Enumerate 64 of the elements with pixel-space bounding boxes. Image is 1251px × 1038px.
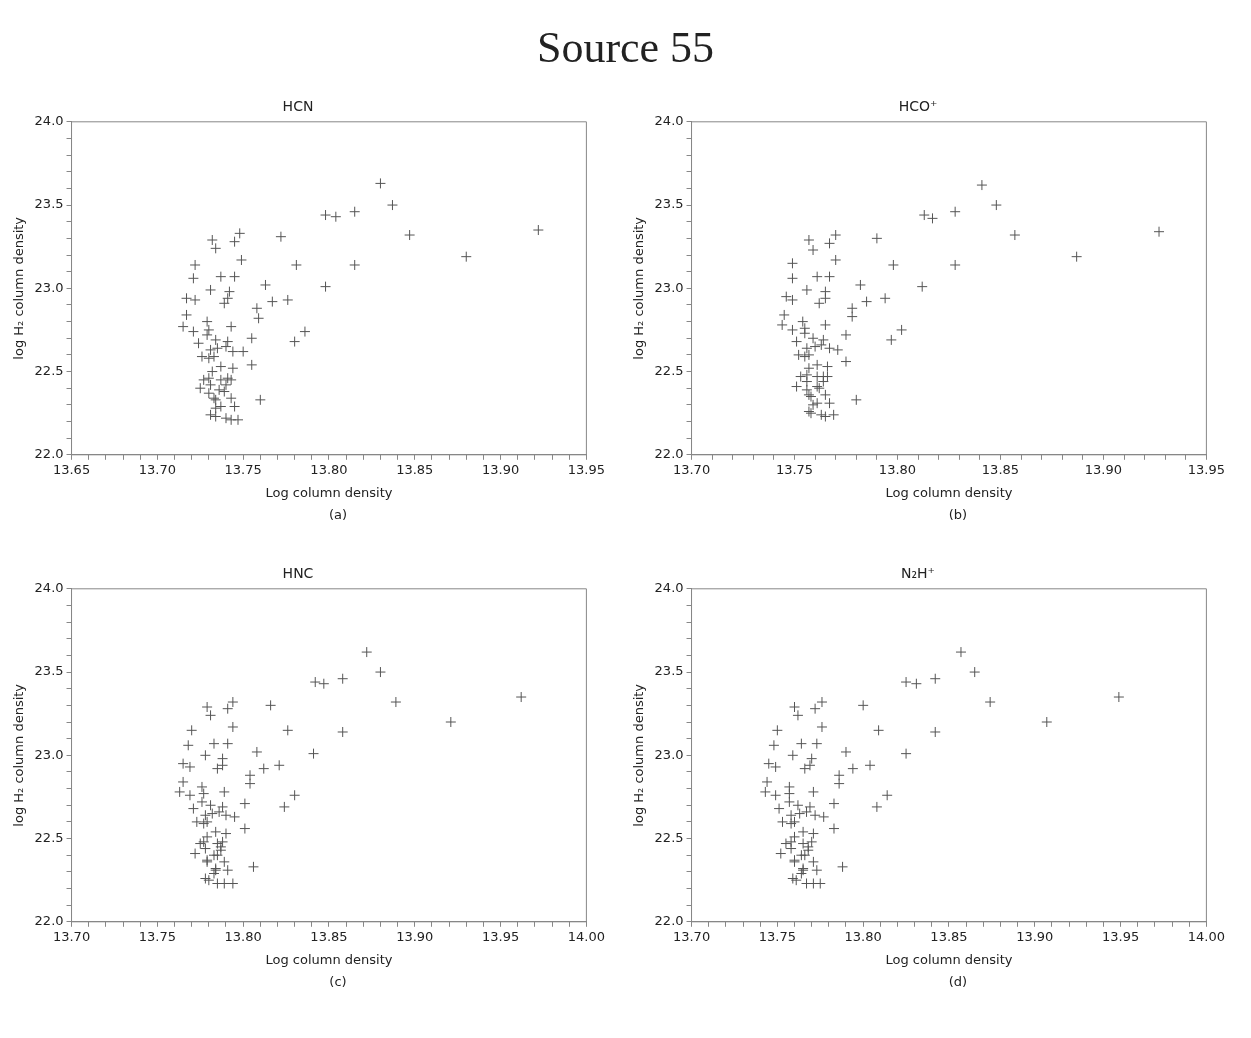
x-tick-label: 13.70 (52, 928, 91, 944)
y-axis-title: log H₂ column density (11, 683, 27, 827)
x-tick-label: 13.80 (310, 461, 348, 477)
y-axis-title: log H₂ column density (11, 216, 27, 360)
x-tick-label: 14.00 (1187, 928, 1225, 944)
x-tick-label: 13.95 (1101, 928, 1140, 944)
chart-title: HCO⁺ (898, 98, 938, 115)
x-tick-label: 13.75 (758, 928, 796, 944)
x-tick-label: 13.65 (52, 461, 91, 477)
y-tick-label: 23.5 (34, 663, 64, 679)
x-axis-title: Log column density (885, 951, 1013, 967)
y-tick-label: 22.0 (34, 446, 64, 462)
y-tick-label: 23.5 (654, 663, 684, 679)
x-tick-label: 13.70 (138, 461, 176, 477)
y-tick-label: 22.5 (654, 362, 684, 378)
y-tick-label: 24.0 (654, 580, 684, 596)
y-tick-label: 22.5 (34, 362, 64, 378)
x-tick-label: 13.75 (224, 461, 262, 477)
x-tick-label: 13.80 (844, 928, 882, 944)
x-tick-label: 13.75 (138, 928, 176, 944)
x-tick-label: 13.95 (1187, 461, 1225, 477)
y-tick-label: 23.0 (654, 746, 684, 762)
x-axis-title: Log column density (885, 484, 1013, 500)
x-tick-label: 13.80 (878, 461, 917, 477)
y-tick-label: 23.0 (34, 746, 64, 762)
x-tick-label: 13.70 (672, 461, 711, 477)
x-tick-label: 13.90 (1016, 928, 1054, 944)
y-tick-label: 23.0 (654, 279, 684, 295)
chart-title: HNC (282, 565, 314, 582)
x-tick-label: 13.95 (567, 461, 605, 477)
y-tick-label: 22.5 (34, 829, 64, 845)
source-note: Source 55 (535, 22, 716, 74)
x-tick-label: 13.70 (672, 928, 711, 944)
y-tick-label: 24.0 (34, 113, 64, 129)
y-tick-label: 22.5 (654, 829, 684, 845)
x-tick-label: 14.00 (567, 928, 605, 944)
chart-title: N₂H⁺ (900, 565, 936, 582)
chart-title: HCN (282, 98, 314, 115)
x-tick-label: 13.85 (930, 928, 968, 944)
x-axis-title: Log column density (265, 484, 393, 500)
y-axis-title: log H₂ column density (631, 683, 647, 827)
x-tick-label: 13.90 (396, 928, 434, 944)
y-tick-label: 23.0 (34, 279, 64, 295)
text: (b) (947, 507, 968, 522)
x-tick-label: 13.80 (224, 928, 262, 944)
x-tick-label: 13.90 (1084, 461, 1123, 477)
text: (d) (947, 974, 968, 989)
x-tick-label: 13.85 (310, 928, 348, 944)
y-tick-label: 22.0 (34, 913, 64, 929)
y-tick-label: 23.5 (654, 196, 684, 212)
y-tick-label: 22.0 (654, 913, 684, 929)
x-tick-label: 13.95 (481, 928, 520, 944)
x-tick-label: 13.75 (775, 461, 814, 477)
y-tick-label: 24.0 (654, 113, 684, 129)
text: (c) (328, 974, 347, 989)
x-tick-label: 13.85 (981, 461, 1020, 477)
text: (a) (327, 507, 348, 522)
x-tick-label: 13.85 (396, 461, 434, 477)
x-axis-title: Log column density (265, 951, 393, 967)
y-tick-label: 22.0 (654, 446, 684, 462)
y-tick-label: 23.5 (34, 196, 64, 212)
y-tick-label: 24.0 (34, 580, 64, 596)
x-tick-label: 13.90 (481, 461, 520, 477)
y-axis-title: log H₂ column density (631, 216, 647, 360)
